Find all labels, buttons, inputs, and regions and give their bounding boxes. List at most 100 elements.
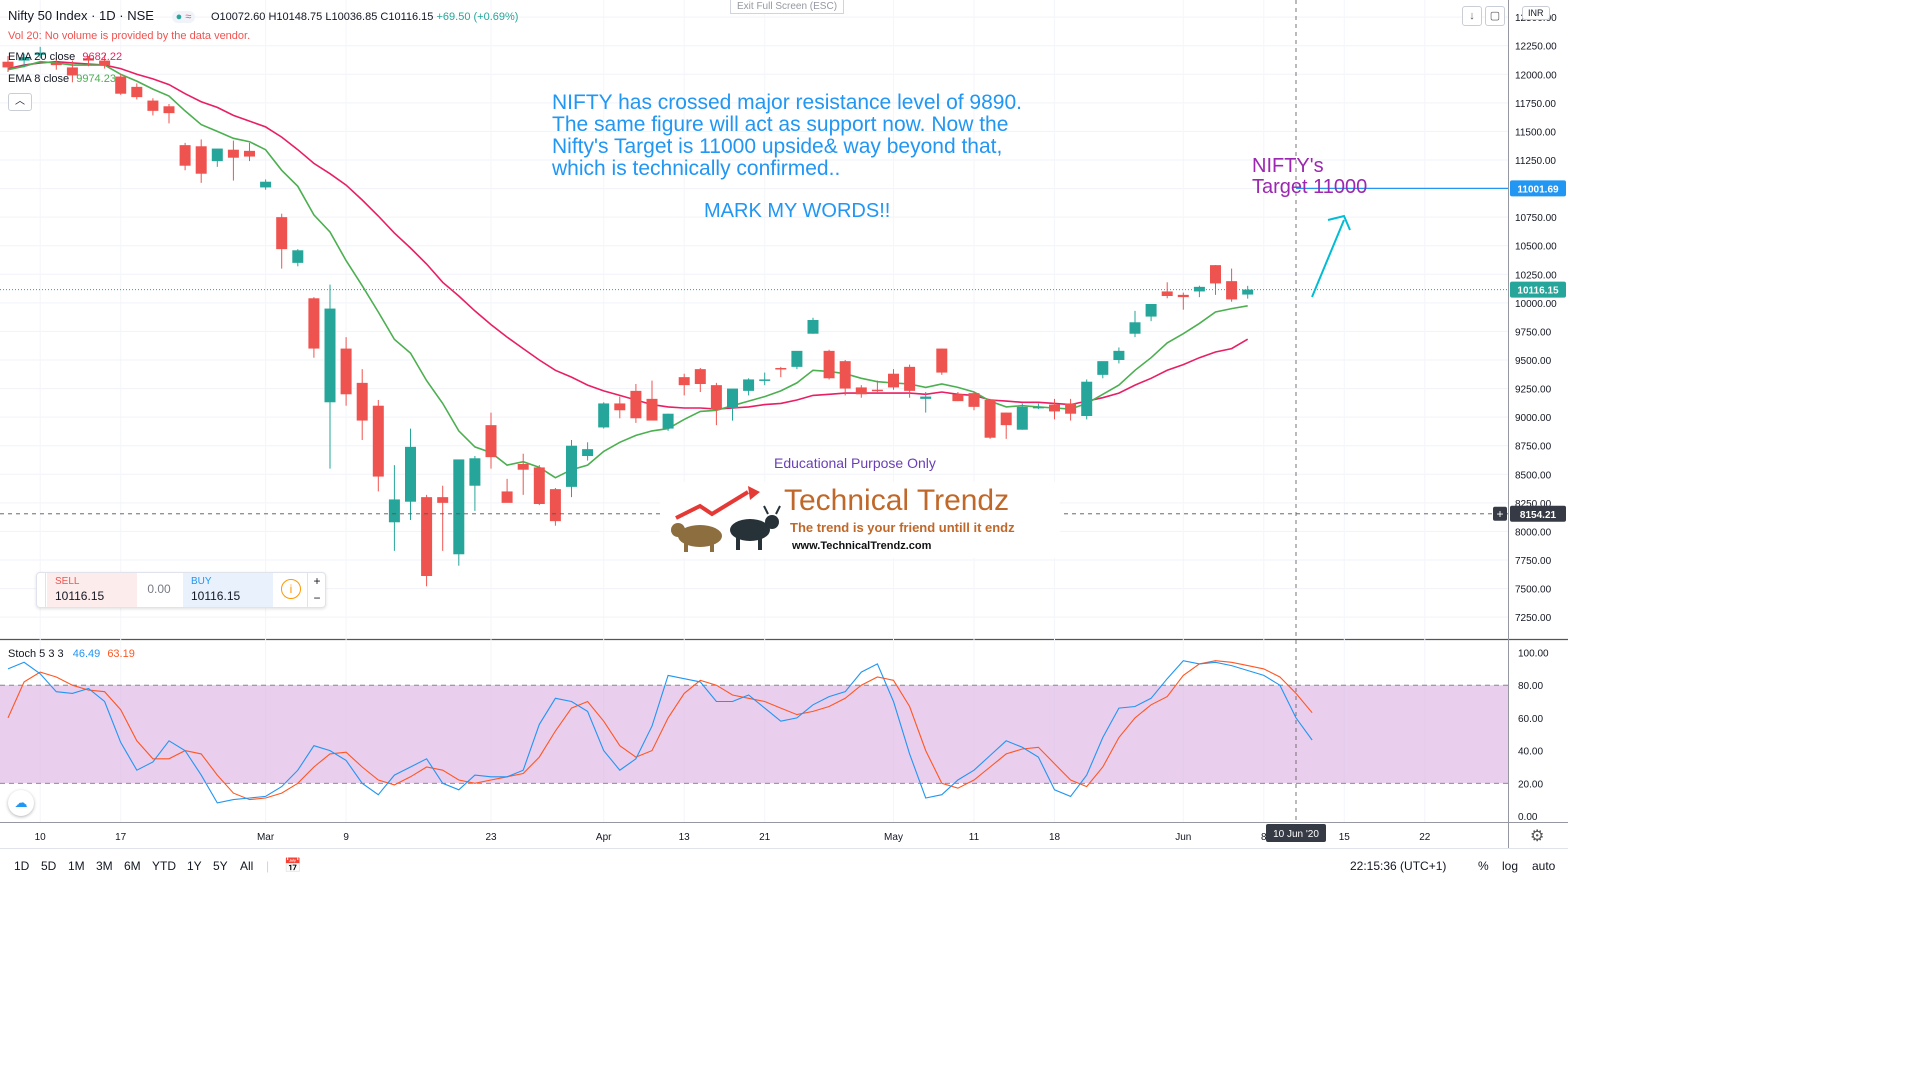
candle-body	[952, 394, 964, 402]
chart-canvas[interactable]: 7250.00 7500.00 7750.00 8000.00 8250.00 8500.…	[0, 0, 1568, 848]
buy-button[interactable]: BUY 10116.15	[183, 573, 273, 607]
price-tick-label: 8750.00	[1515, 442, 1552, 453]
candle-body	[83, 58, 94, 61]
candle-body	[791, 350, 803, 367]
collapse-legend-button[interactable]: ︿	[8, 93, 32, 111]
price-tick-label: 9250.00	[1515, 385, 1552, 396]
candle	[421, 494, 433, 587]
time-tick-label: 10	[35, 832, 47, 843]
candle-body	[920, 396, 932, 399]
candle-body	[630, 390, 642, 419]
candle-body	[340, 348, 352, 395]
price-tick-label: 8250.00	[1515, 499, 1552, 510]
plus-icon: +	[1496, 507, 1503, 521]
timeframe-ytd[interactable]: YTD	[152, 859, 176, 873]
candle	[1129, 310, 1141, 338]
candle	[1097, 361, 1109, 379]
price-tick-label: 8500.00	[1515, 470, 1552, 481]
time-tick-label: 11	[969, 832, 980, 843]
candle	[1177, 292, 1189, 310]
ema8-value: 9974.23	[76, 73, 116, 85]
time-tick-label: 23	[485, 832, 497, 843]
currency-badge[interactable]: INR	[1522, 6, 1550, 20]
info-icon[interactable]: i	[281, 579, 301, 599]
candle-body	[582, 449, 594, 456]
target-arrow	[1311, 219, 1345, 298]
candle-body	[244, 150, 255, 157]
clock[interactable]: 22:15:36 (UTC+1)	[1350, 859, 1447, 873]
stoch-band	[0, 685, 1508, 784]
price-tick-label: 10750.00	[1515, 213, 1557, 224]
download-button[interactable]: ↓	[1462, 6, 1482, 26]
candle	[453, 459, 465, 566]
candle-body	[678, 377, 690, 386]
quantity-stepper: + −	[307, 573, 326, 607]
candle-body	[50, 62, 62, 66]
candle	[18, 53, 30, 68]
symbol-legend[interactable]: Nifty 50 Index · 1D · NSE ● ≈ O10072.60 …	[8, 8, 518, 23]
timeframe-all[interactable]: All	[240, 859, 254, 873]
candle	[179, 142, 191, 171]
candle-body	[388, 499, 400, 523]
stoch-tick-label: 20.00	[1518, 779, 1543, 790]
timeframe-1m[interactable]: 1M	[68, 859, 85, 873]
candle	[598, 402, 610, 429]
mark-my-words-note: MARK MY WORDS!!	[704, 200, 891, 222]
candle-body	[598, 403, 610, 428]
timeframe-5d[interactable]: 5D	[41, 859, 57, 873]
candle	[388, 465, 400, 551]
candle	[308, 297, 320, 358]
candle	[549, 488, 561, 526]
candle	[163, 104, 175, 124]
drag-handle[interactable]	[37, 573, 46, 607]
price-tick-label: 12250.00	[1515, 42, 1557, 53]
ema8-legend[interactable]: EMA 8 close 9974.23	[8, 73, 116, 85]
candle	[630, 384, 642, 423]
log-toggle[interactable]: log	[1502, 859, 1519, 873]
ema20-legend[interactable]: EMA 20 close 9682.22	[8, 51, 122, 63]
timeframe-6m[interactable]: 6M	[124, 859, 141, 873]
date-cursor-label: 10 Jun '20	[1273, 829, 1319, 840]
chevron-up-icon: ︿	[15, 96, 25, 107]
candle-body	[533, 467, 545, 504]
sell-button[interactable]: SELL 10116.15	[47, 573, 137, 607]
ohlc-change: +69.50 (+0.69%)	[436, 11, 519, 23]
target-arrow-head	[1327, 214, 1351, 231]
candle	[211, 148, 223, 167]
time-tick-label: 9	[343, 832, 349, 843]
candle-body	[1161, 291, 1173, 296]
candle-body	[968, 393, 980, 407]
symbol-title[interactable]: Nifty 50 Index · 1D · NSE	[8, 8, 154, 23]
tradingview-logo-icon[interactable]: ☁	[8, 790, 34, 816]
timeframe-5y[interactable]: 5Y	[213, 859, 228, 873]
percent-toggle[interactable]: %	[1478, 859, 1489, 873]
gear-icon[interactable]: ⚙	[1530, 828, 1545, 845]
candle-body	[179, 145, 191, 166]
candle-body	[66, 67, 78, 76]
candle	[260, 179, 272, 190]
candle	[582, 442, 594, 461]
timeframe-1y[interactable]: 1Y	[187, 859, 202, 873]
cursor-price-label: 8154.21	[1520, 510, 1557, 521]
timeframe-3m[interactable]: 3M	[96, 859, 113, 873]
time-tick-label: 8	[1261, 832, 1267, 843]
candle	[2, 56, 14, 72]
auto-toggle[interactable]: auto	[1532, 859, 1556, 873]
candle-body	[356, 382, 368, 421]
candle-body	[1113, 350, 1125, 360]
time-tick-label: 22	[1419, 832, 1431, 843]
calendar-icon[interactable]: 📅	[284, 857, 302, 873]
candle-body	[501, 491, 513, 503]
plus-button[interactable]: +	[313, 574, 321, 588]
date-cursor-label-bg	[1266, 824, 1326, 842]
timeframe-1d[interactable]: 1D	[14, 859, 30, 873]
target-price-label-bg	[1510, 180, 1566, 197]
candle	[324, 284, 336, 469]
candle-body	[34, 52, 46, 55]
minus-button[interactable]: −	[313, 591, 321, 605]
candle	[66, 60, 78, 83]
candle-body	[372, 405, 384, 477]
screenshot-button[interactable]: ▢	[1485, 6, 1505, 26]
exit-fullscreen-button[interactable]: Exit Full Screen (ESC)	[730, 0, 845, 14]
stoch-legend[interactable]: Stoch 5 3 3 46.49 63.19	[8, 648, 135, 660]
